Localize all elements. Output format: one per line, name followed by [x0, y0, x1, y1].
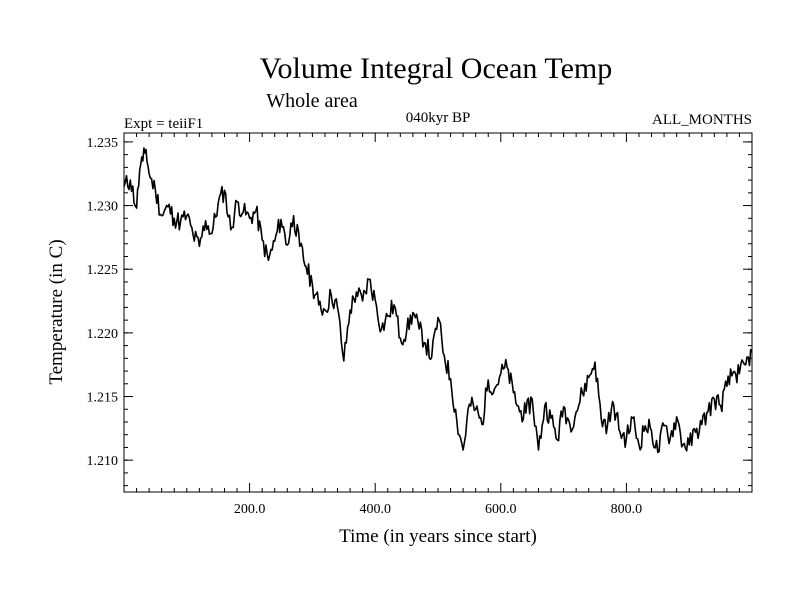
y-axis: 1.210 1.215 1.220 1.225 1.230 1.235	[87, 136, 752, 487]
x-tick-label: 400.0	[359, 502, 391, 517]
x-axis-label: Time (in years since start)	[339, 526, 537, 547]
plot-frame	[123, 132, 753, 493]
x-tick-label: 600.0	[485, 502, 517, 517]
chart-subtitle: Whole area	[266, 90, 358, 112]
y-tick-label: 1.235	[87, 136, 119, 151]
y-tick-label: 1.230	[87, 200, 119, 215]
y-tick-label: 1.225	[87, 263, 119, 278]
y-tick-label: 1.215	[87, 391, 119, 406]
x-axis: 200.0 400.0 600.0 800.0	[136, 133, 740, 517]
chart-title: Volume Integral Ocean Temp	[260, 52, 613, 85]
y-axis-label: Temperature (in C)	[46, 239, 67, 384]
period-annotation: 040kyr BP	[406, 110, 471, 126]
y-tick-label: 1.210	[87, 454, 119, 469]
temperature-series-line	[123, 147, 753, 454]
x-tick-label: 200.0	[234, 502, 266, 517]
experiment-annotation: Expt = teiiF1	[124, 116, 203, 132]
y-tick-label: 1.220	[87, 327, 119, 342]
months-annotation: ALL_MONTHS	[652, 112, 752, 128]
x-tick-label: 800.0	[611, 502, 643, 517]
